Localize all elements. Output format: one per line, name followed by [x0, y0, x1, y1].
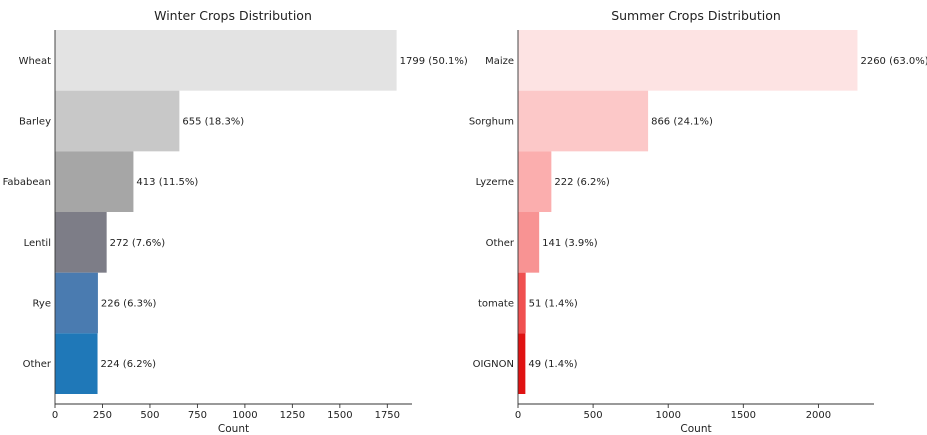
- bar-other: [518, 212, 540, 273]
- data-label: 222 (6.2%): [554, 177, 610, 188]
- data-label: 866 (24.1%): [651, 117, 713, 128]
- x-tick-label: 1000: [232, 410, 257, 421]
- bar-maize: [518, 30, 858, 91]
- bar-other: [55, 333, 98, 394]
- bar-tomate: [518, 272, 526, 334]
- data-label: 1799 (50.1%): [400, 56, 468, 67]
- data-label: 49 (1.4%): [528, 359, 577, 370]
- x-tick-label: 0: [52, 410, 58, 421]
- x-axis-label: Count: [680, 423, 711, 435]
- data-label: 2260 (63.0%): [860, 56, 927, 67]
- x-tick-label: 0: [515, 410, 521, 421]
- category-label: Other: [486, 238, 515, 249]
- chart-summer: Summer Crops Distribution Maize 2260 (63.0…: [469, 8, 927, 435]
- x-tick-label: 1000: [655, 410, 680, 421]
- chart-winter: Winter Crops Distribution Wheat 1799 (50.1…: [3, 8, 468, 435]
- category-label: Lyzerne: [476, 177, 514, 188]
- category-label: tomate: [478, 299, 514, 310]
- bar-lentil: [55, 212, 107, 273]
- bar-barley: [55, 90, 180, 152]
- category-label: Barley: [19, 117, 51, 128]
- bar-fababean: [55, 151, 134, 212]
- category-label: Lentil: [24, 238, 51, 249]
- x-tick-label: 500: [584, 410, 603, 421]
- bar-lyzerne: [518, 151, 552, 212]
- x-axis-label: Count: [218, 423, 249, 435]
- bar-oignon: [518, 333, 526, 394]
- chart-title: Winter Crops Distribution: [154, 8, 312, 23]
- category-label: Fababean: [3, 177, 51, 188]
- category-label: Sorghum: [469, 117, 514, 128]
- x-tick-label: 500: [140, 410, 159, 421]
- x-tick-label: 1500: [327, 410, 352, 421]
- x-tick-label: 250: [93, 410, 112, 421]
- data-label: 51 (1.4%): [529, 299, 578, 310]
- x-tick-label: 750: [188, 410, 207, 421]
- bar-sorghum: [518, 90, 649, 152]
- category-label: Other: [23, 359, 52, 370]
- x-tick-label: 1250: [280, 410, 305, 421]
- category-label: Rye: [33, 299, 51, 310]
- data-label: 272 (7.6%): [110, 238, 166, 249]
- category-label: Wheat: [19, 56, 52, 67]
- chart-title: Summer Crops Distribution: [611, 8, 781, 23]
- bar-wheat: [55, 30, 397, 91]
- data-label: 413 (11.5%): [136, 177, 198, 188]
- bar-rye: [55, 272, 98, 334]
- category-label: OIGNON: [473, 359, 514, 370]
- data-label: 141 (3.9%): [542, 238, 598, 249]
- data-label: 226 (6.3%): [101, 299, 157, 310]
- category-label: Maize: [485, 56, 514, 67]
- x-tick-label: 1500: [731, 410, 756, 421]
- data-label: 655 (18.3%): [182, 117, 244, 128]
- x-tick-label: 1750: [375, 410, 400, 421]
- x-tick-label: 2000: [806, 410, 831, 421]
- data-label: 224 (6.2%): [101, 359, 157, 370]
